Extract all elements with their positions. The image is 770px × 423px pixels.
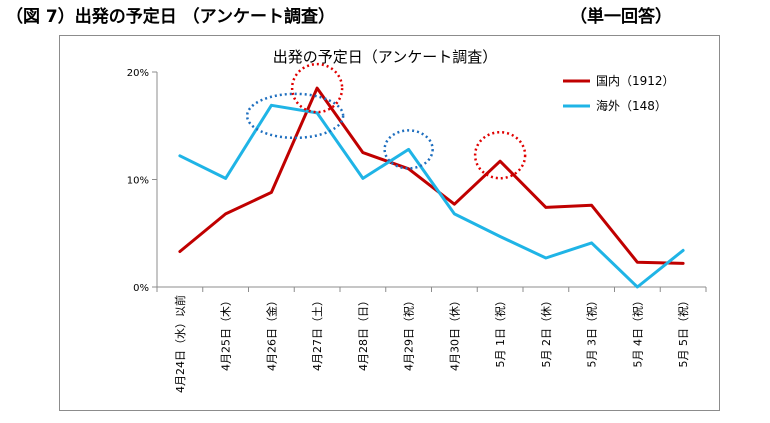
x-tick-label: 5月 4日（祝） bbox=[630, 295, 644, 368]
series-line-overseas bbox=[178, 103, 685, 289]
x-tick-label: 4月26日（金） bbox=[264, 295, 278, 371]
answer-type-note: （単一回答） bbox=[570, 7, 672, 27]
x-tick-label: 5月 2日（休） bbox=[540, 295, 553, 368]
x-tick-label: 4月24日（水）以前 bbox=[173, 295, 187, 393]
chart-title: 出発の予定日（アンケート調査） bbox=[273, 48, 497, 66]
highlight-circle bbox=[473, 130, 527, 180]
legend-label: 海外（148） bbox=[596, 98, 667, 113]
x-tick-label: 4月29日（祝） bbox=[402, 295, 416, 371]
x-tick-label: 4月28日（日） bbox=[357, 295, 370, 371]
highlight-circles bbox=[245, 62, 527, 180]
x-tick-label: 4月25日（木） bbox=[220, 295, 233, 371]
chart-frame bbox=[59, 35, 720, 411]
series-lines bbox=[178, 86, 685, 289]
x-tick-label: 5月 1日（祝） bbox=[493, 295, 507, 368]
highlight-circle bbox=[245, 92, 345, 140]
legend-label: 国内（1912） bbox=[596, 74, 675, 88]
x-tick-label: 5月 3日（祝） bbox=[585, 295, 599, 368]
legend: 国内（1912） 海外（148） bbox=[563, 74, 675, 113]
x-tick-label: 4月30日（休） bbox=[448, 295, 461, 371]
highlight-circle bbox=[290, 62, 344, 114]
y-axis-ticks: 0% 10% 20% bbox=[127, 68, 157, 294]
x-tick-label: 4月27日（土） bbox=[311, 295, 324, 371]
x-axis-ticks: 4月24日（水）以前 4月25日（木） 4月26日（金） 4月27日（土） 4月28日（… bbox=[156, 287, 707, 393]
y-tick-label: 0% bbox=[133, 283, 149, 294]
y-tick-label: 10% bbox=[127, 176, 149, 187]
x-tick-label: 5月 5日（祝） bbox=[676, 295, 690, 368]
y-tick-label: 20% bbox=[127, 68, 149, 79]
highlight-circle bbox=[383, 129, 434, 170]
figure-title: （図 7）出発の予定日 （アンケート調査） bbox=[6, 7, 335, 27]
series-line-domestic bbox=[178, 86, 685, 265]
